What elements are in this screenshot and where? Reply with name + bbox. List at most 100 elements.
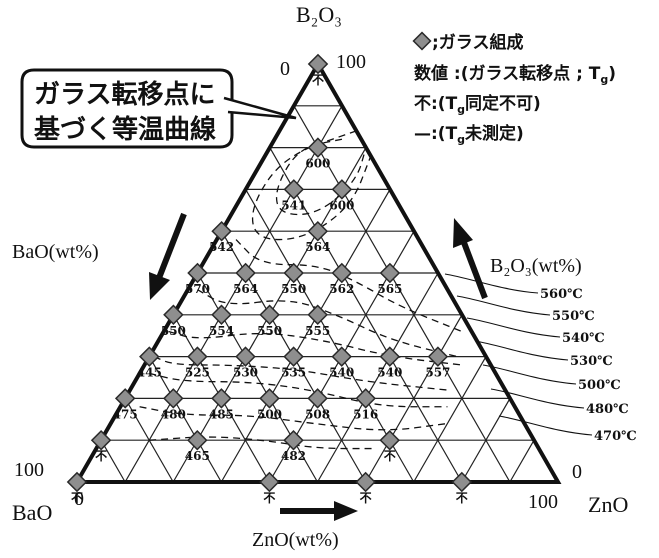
composition-marker: 500 <box>257 388 282 421</box>
composition-marker: 485 <box>209 388 234 421</box>
isotherm-leader-line <box>474 340 569 361</box>
isotherm-temp-label: 480℃ <box>586 402 629 417</box>
diamond-marker-icon <box>259 388 280 409</box>
vertex-label-b2o3: B₂O₃ <box>296 2 342 27</box>
diamond-marker-icon <box>187 346 208 367</box>
isotherm-curve <box>153 356 448 391</box>
right-tick-100: 100 <box>528 491 558 513</box>
composition-marker: 516 <box>353 388 378 421</box>
tg-value-label: 475 <box>113 407 138 421</box>
tg-value-label: 550 <box>257 324 282 338</box>
diamond-marker-icon <box>379 346 401 367</box>
tg-value-label: 480 <box>161 407 186 421</box>
composition-marker: 557 <box>425 346 450 380</box>
composition-marker: 565 <box>377 262 402 296</box>
diamond-marker-icon <box>211 220 232 242</box>
isotherm-leader-line <box>456 295 551 316</box>
diamond-marker-icon <box>331 346 352 367</box>
callout-line-2: 基づく等温曲線 <box>34 114 216 145</box>
right-tick-0: 0 <box>572 461 582 483</box>
isotherm-callout: ガラス転移点に 基づく等温曲線 <box>20 68 297 149</box>
left-tick-100: 100 <box>14 459 44 481</box>
diamond-marker-icon <box>283 179 305 200</box>
diamond-marker-icon <box>307 220 329 242</box>
composition-marker: 541 <box>281 179 306 212</box>
tg-value-label: 不 <box>456 491 468 505</box>
diamond-marker-icon <box>307 53 329 75</box>
isotherm-leader-line <box>498 415 593 436</box>
tg-value-label: 540 <box>329 366 354 380</box>
diamond-marker-icon <box>90 429 112 451</box>
vertex-label-bao: BaO <box>12 500 52 525</box>
composition-marker: 530 <box>233 346 258 380</box>
diamond-marker-icon <box>427 346 449 367</box>
tg-value-label: 不 <box>71 491 83 505</box>
composition-marker: 不 <box>66 471 88 505</box>
isotherm-labels: 560℃ 550℃ 540℃ 530℃ 500℃ 480℃ 470℃ <box>444 273 637 444</box>
tg-value-label: 516 <box>353 407 378 421</box>
grid-line <box>245 189 415 483</box>
diamond-marker-icon <box>451 471 473 493</box>
composition-marker: 550 <box>281 262 306 296</box>
tg-value-label: 564 <box>305 240 330 254</box>
zno-direction-arrow <box>280 501 358 521</box>
composition-marker: 不 <box>307 53 329 87</box>
grid-line <box>365 314 463 483</box>
composition-marker: 550 <box>161 304 186 338</box>
vertex-label-zno: ZnO <box>588 492 628 517</box>
tg-value-label: 500 <box>257 407 282 421</box>
composition-marker: 不 <box>90 429 112 463</box>
composition-marker: 600 <box>329 179 354 212</box>
tg-value-label: 不 <box>95 449 107 463</box>
isotherm-temp-label: 530℃ <box>570 354 613 369</box>
tg-value-label: 不 <box>312 73 324 87</box>
tg-value-label: 542 <box>209 240 234 254</box>
tg-value-label: 不 <box>263 491 275 505</box>
composition-marker: 不 <box>259 471 280 505</box>
diamond-marker-icon <box>307 388 328 409</box>
composition-marker: 不 <box>379 429 400 463</box>
diamond-marker-icon <box>163 388 184 409</box>
tg-value-label: 508 <box>305 407 330 421</box>
composition-marker: 不 <box>451 471 473 505</box>
composition-marker: 480 <box>161 388 186 421</box>
grid-line <box>293 105 511 483</box>
isotherm-leader-line <box>490 388 585 409</box>
tg-value-label: 465 <box>185 449 210 463</box>
diamond-marker-icon <box>355 471 376 493</box>
tg-value-label: 540 <box>377 366 402 380</box>
diamond-marker-icon <box>235 262 256 284</box>
legend-unmeasured-line: —:(Tg未測定) <box>414 123 524 146</box>
isotherm-curve <box>149 372 448 408</box>
tg-value-label: 562 <box>329 282 354 296</box>
diamond-marker-icon <box>331 179 353 200</box>
grid-line <box>100 439 126 483</box>
axis-label-b2o3: B₂O₃(wt%) <box>490 255 582 277</box>
grid-line <box>316 272 439 483</box>
isotherm-temp-label: 550℃ <box>552 309 595 324</box>
composition-marker: 475 <box>113 388 138 421</box>
b2o3-direction-arrow <box>453 218 488 300</box>
tg-value-label: 530 <box>233 366 258 380</box>
isotherm-temp-label: 500℃ <box>578 378 621 393</box>
composition-marker: 535 <box>281 346 306 380</box>
composition-marker: 550 <box>257 304 282 338</box>
diamond-marker-icon <box>259 471 280 493</box>
grid-line <box>509 439 535 483</box>
tg-value-label: 600 <box>329 198 354 212</box>
tg-value-label: 525 <box>185 366 210 380</box>
composition-marker: 不 <box>355 471 376 505</box>
isotherm-curve <box>139 406 448 431</box>
tg-value-label: 550 <box>281 282 306 296</box>
grid-line <box>196 272 319 483</box>
diamond-marker-icon <box>283 429 304 451</box>
diamond-marker-icon <box>259 304 280 326</box>
isotherm-leader-line <box>482 364 577 385</box>
diamond-marker-icon <box>331 262 353 284</box>
tg-value-label: 557 <box>425 366 450 380</box>
composition-marker: 525 <box>185 346 210 380</box>
composition-marker: 600 <box>305 137 330 171</box>
tg-value-label: 600 <box>305 157 330 171</box>
composition-marker: 540 <box>377 346 402 380</box>
